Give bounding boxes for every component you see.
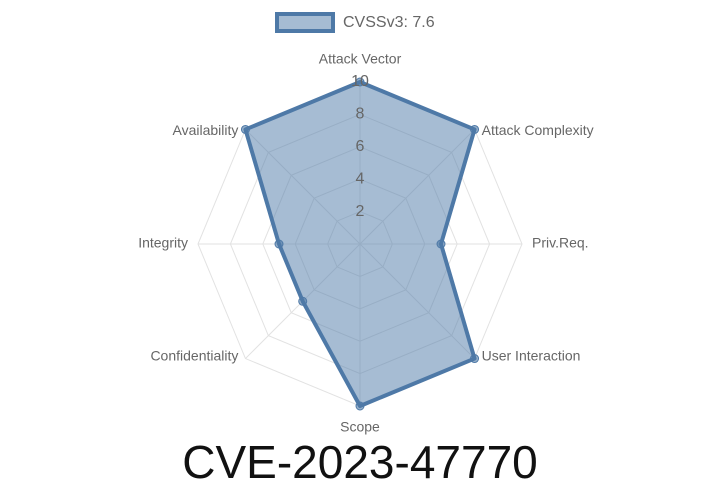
category-label: Scope [340,419,380,435]
data-point [240,124,250,134]
legend-swatch [275,12,335,33]
legend-label: CVSSv3: 7.6 [343,14,435,31]
category-label: Availability [172,122,238,138]
category-label: Attack Complexity [482,122,594,138]
r-tick-label: 10 [351,73,369,90]
data-point [470,354,480,364]
r-tick-label: 6 [356,138,365,155]
data-point [274,239,284,249]
r-tick-label: 4 [356,170,365,187]
category-label: Confidentiality [150,347,238,363]
category-label: Attack Vector [319,51,402,67]
data-point [298,296,308,306]
category-label: Integrity [138,235,188,251]
data-point [470,124,480,134]
category-label: Priv.Req. [532,235,589,251]
data-point [355,77,365,87]
r-tick-label: 8 [356,106,365,123]
r-tick-label: 2 [356,203,365,220]
category-label: User Interaction [482,347,581,363]
data-point [436,239,446,249]
data-point [355,401,365,411]
chart-title: CVE-2023-47770 [182,436,537,488]
